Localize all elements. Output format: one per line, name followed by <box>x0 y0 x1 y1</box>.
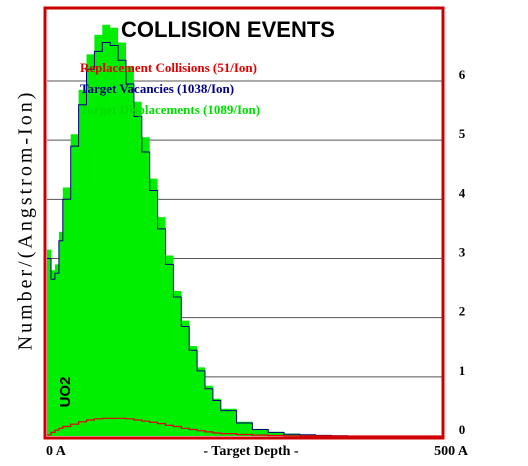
y-tick-label-4: 4 <box>459 185 466 200</box>
y-tick-label-5: 5 <box>459 126 466 141</box>
x-start-label: 0 A <box>46 444 67 459</box>
target-material-label: UO2 <box>57 377 74 408</box>
legend-item-vacancies: Target Vacancies (1038/Ion) <box>80 81 234 96</box>
y-tick-label-1: 1 <box>459 363 466 378</box>
series-area-displacements <box>47 24 442 437</box>
legend-item-replacement: Replacement Collisions (51/Ion) <box>80 60 257 75</box>
y-tick-label-6: 6 <box>459 67 466 82</box>
chart-title: COLLISION EVENTS <box>121 17 335 42</box>
plot-frame <box>43 6 445 440</box>
y-tick-label-3: 3 <box>459 245 466 260</box>
y-tick-label-2: 2 <box>459 304 466 319</box>
x-end-label: 500 A <box>434 444 469 459</box>
legend-item-displacements: Target Displacements (1089/Ion) <box>80 102 260 117</box>
series-line-replacement <box>47 417 442 437</box>
series-line-vacancies <box>47 42 442 437</box>
x-axis-label: - Target Depth - <box>203 444 299 459</box>
y-tick-label-0: 0 <box>459 422 466 437</box>
